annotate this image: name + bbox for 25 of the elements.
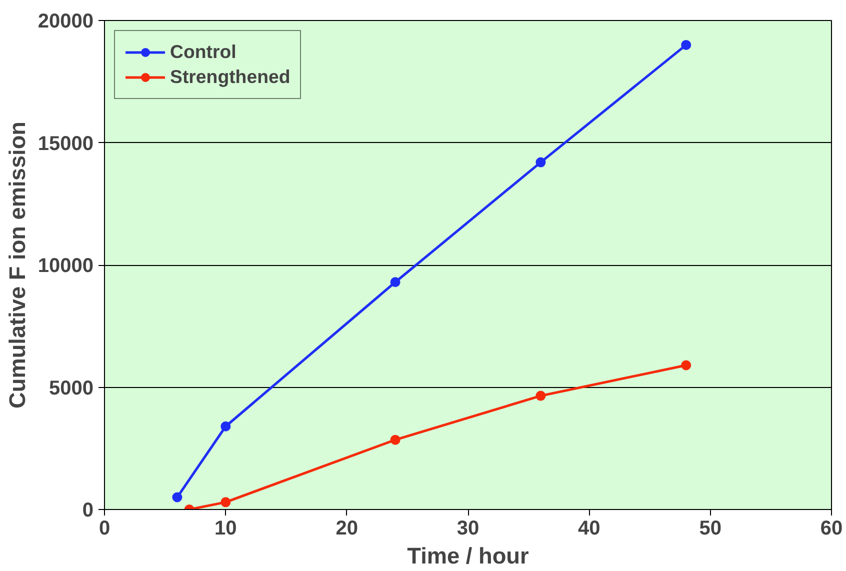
x-tick-label: 10 — [214, 518, 237, 540]
x-tick-label: 20 — [336, 518, 358, 540]
y-tick-label: 15000 — [38, 132, 94, 155]
point — [390, 277, 400, 288]
y-tick-label: 20000 — [38, 10, 94, 32]
point — [536, 157, 546, 168]
x-tick-label: 60 — [820, 518, 843, 540]
point — [220, 497, 231, 508]
legend-label: Strengthened — [170, 66, 290, 88]
point — [536, 390, 546, 401]
y-tick-label: 0 — [82, 500, 94, 522]
point — [681, 40, 692, 50]
x-tick-label: 50 — [699, 518, 722, 540]
legend-label: Control — [170, 41, 236, 63]
x-tick-label: 30 — [456, 518, 480, 540]
point — [172, 492, 182, 502]
y-tick-label: 10000 — [38, 255, 94, 277]
x-tick-label: 0 — [98, 518, 110, 540]
point — [220, 421, 231, 432]
y-axis-title: Cumulative F ion emission — [4, 121, 30, 409]
x-axis-title: Time / hour — [407, 542, 530, 568]
x-tick-label: 40 — [578, 518, 600, 540]
y-tick-label: 5000 — [49, 377, 94, 400]
point — [681, 360, 692, 370]
point — [390, 434, 400, 445]
